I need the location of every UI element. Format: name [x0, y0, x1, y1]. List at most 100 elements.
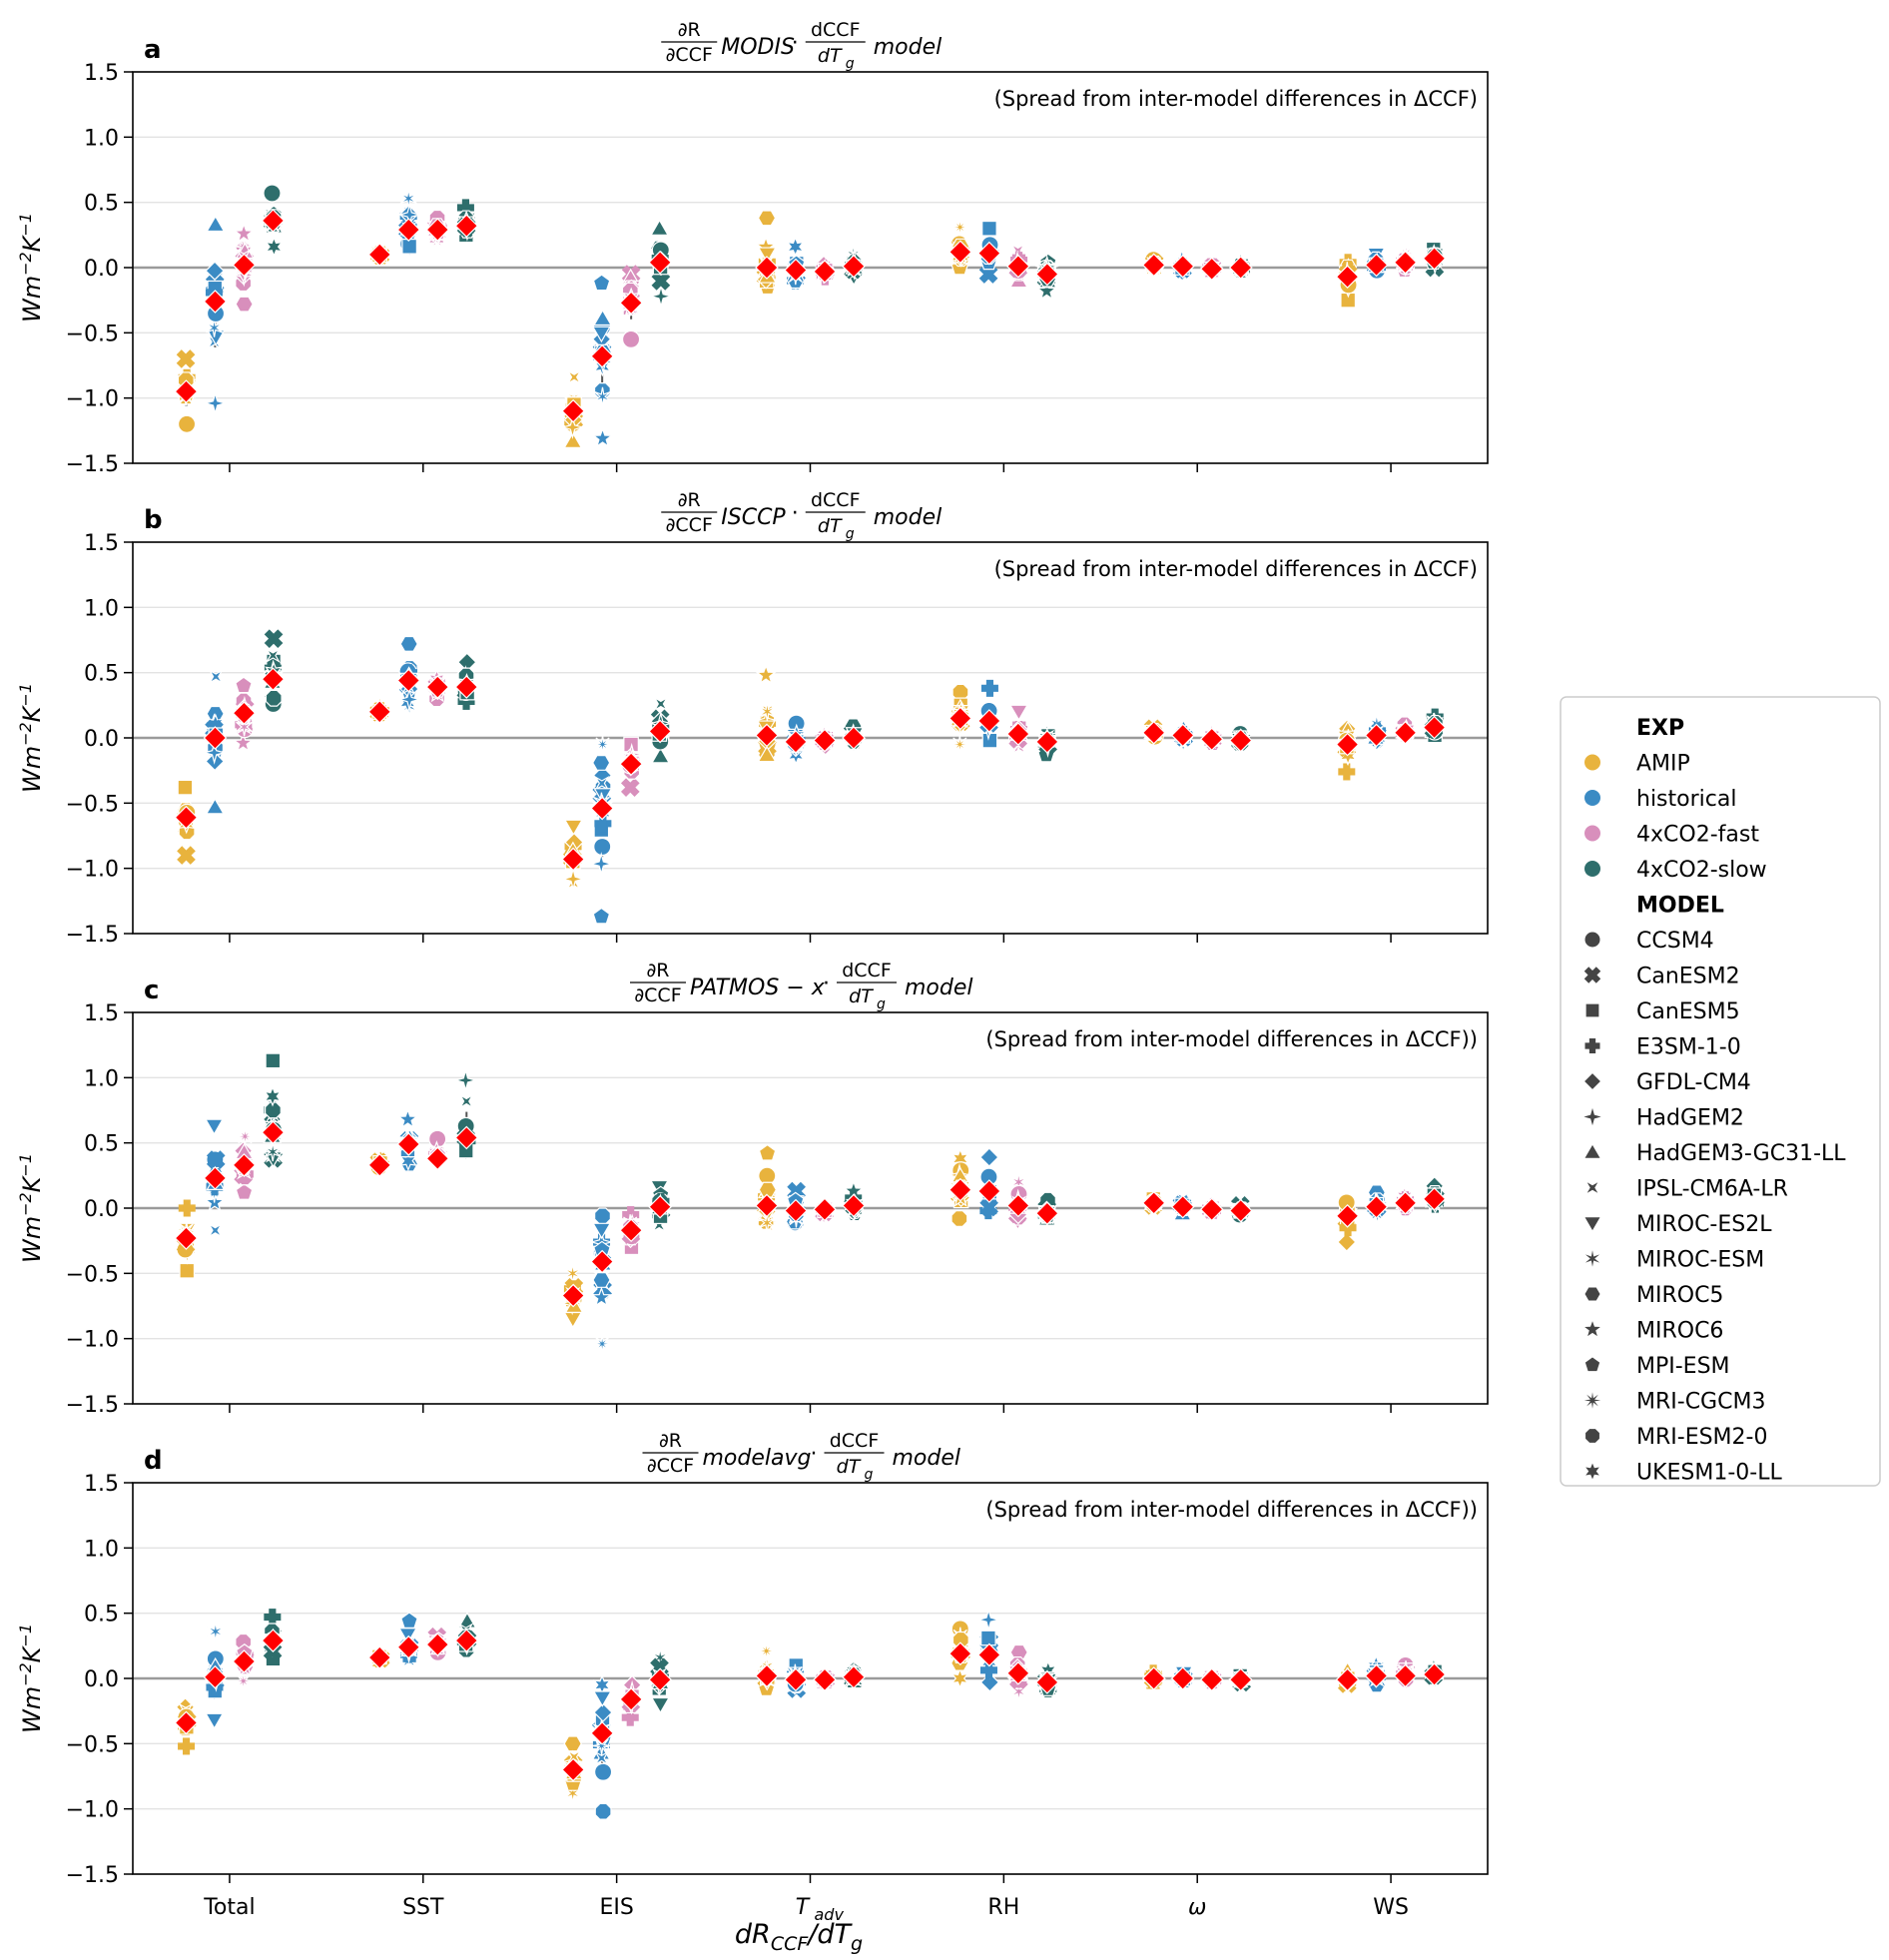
series-AMIP [366, 1149, 392, 1181]
mean-marker [261, 667, 286, 692]
legend-label: CCSM4 [1636, 929, 1714, 954]
mean-marker [454, 675, 479, 699]
series-AMIP [1141, 1190, 1167, 1215]
category-1 [367, 635, 479, 725]
mean-marker [813, 728, 837, 753]
series-AMIP [1140, 719, 1166, 746]
model-point-CanESM5 [265, 1052, 282, 1069]
series-historical [396, 1108, 421, 1172]
mean-marker [1141, 253, 1166, 278]
series-historical [1169, 248, 1195, 282]
series-4xCO2-slow [1035, 722, 1060, 763]
model-point-E3SM-1-0 [178, 1737, 196, 1755]
legend-item-GFDL-CM4: GFDL-CM4 [1584, 1070, 1751, 1095]
model-point-MIROC6 [232, 732, 255, 753]
legend-swatch [1584, 754, 1600, 771]
mean-marker [425, 218, 450, 242]
panel-note: (Spread from inter-model differences in … [994, 557, 1478, 581]
series-4xCO2-slow [648, 219, 674, 309]
legend-item-MIROC-ES2L: MIROC-ES2L [1584, 1212, 1772, 1237]
category-2 [560, 1179, 673, 1354]
x-tick-label: RH [987, 1895, 1019, 1920]
title-model: model [893, 1446, 961, 1471]
legend-item-CanESM5: CanESM5 [1585, 999, 1740, 1024]
legend-item-MIROC6: MIROC6 [1584, 1319, 1723, 1344]
series-AMIP [367, 1645, 392, 1670]
panel-letter: b [144, 505, 163, 535]
model-point-IPSL-CM6A-LR [653, 696, 669, 712]
y-axis-label: Wm−2K−1 [16, 1624, 46, 1733]
model-point-CanESM2 [177, 846, 196, 865]
series-historical [202, 668, 228, 815]
series-historical [590, 274, 616, 448]
series-4xCO2-fast [1004, 243, 1030, 289]
series-4xCO2-fast [813, 1667, 838, 1692]
series-historical [589, 735, 614, 925]
series-4xCO2-slow [1035, 1659, 1060, 1697]
y-tick-label: −1.5 [66, 1863, 119, 1888]
y-tick-label: 0.0 [84, 257, 119, 282]
legend-marker-star4 [1583, 1107, 1601, 1126]
mean-marker [454, 1125, 479, 1150]
series-4xCO2-fast [812, 723, 837, 756]
panel-title: ∂R ∂CCF modelavg · dCCF dT g model [642, 1430, 961, 1483]
mean-marker [1335, 265, 1360, 289]
category-5 [1141, 1190, 1254, 1225]
legend-exp-heading: EXP [1636, 716, 1684, 741]
series-historical [976, 1147, 1001, 1220]
model-point-MPI-ESM [758, 1143, 777, 1161]
y-tick-label: 1.0 [84, 1066, 119, 1091]
series-4xCO2-fast [424, 1129, 450, 1171]
category-2 [560, 219, 674, 448]
mean-marker [396, 1132, 421, 1156]
series-historical [396, 635, 422, 717]
model-point-MRI-CGCM3 [949, 735, 969, 754]
title-numerator: dCCF [830, 1430, 880, 1452]
mean-marker [1364, 253, 1389, 278]
model-point-CCSM4 [263, 184, 282, 203]
y-tick-label: −1.5 [66, 923, 119, 948]
mean-marker [425, 1146, 450, 1171]
model-point-MIROC5 [592, 1271, 611, 1288]
legend-box [1560, 696, 1881, 1487]
y-tick-label: −1.0 [66, 1328, 119, 1353]
axes-frame [132, 1011, 1489, 1405]
series-4xCO2-slow [453, 652, 479, 710]
mean-marker [425, 1633, 450, 1656]
x-stroke [264, 629, 284, 649]
category-4 [948, 1608, 1060, 1701]
legend-item-E3SM-1-0: E3SM-1-0 [1584, 1035, 1741, 1060]
series-4xCO2-slow [842, 1660, 867, 1690]
legend-label: MRI-CGCM3 [1636, 1390, 1765, 1415]
legend-model-heading: MODEL [1636, 894, 1724, 919]
model-point-CanESM2 [176, 349, 196, 368]
model-point-MRI-CGCM3 [592, 1736, 612, 1755]
mean-marker [232, 701, 257, 726]
x-stroke [979, 1197, 998, 1217]
legend-marker-triangle-down [1584, 1217, 1600, 1231]
category-4 [946, 1147, 1060, 1231]
series-4xCO2-fast [1005, 1172, 1030, 1231]
category-5 [1140, 719, 1254, 754]
model-point-HadGEM2 [976, 1608, 1001, 1633]
series-AMIP [367, 694, 392, 725]
mean-marker [203, 290, 228, 314]
model-point-MPI-ESM [592, 274, 611, 292]
model-point-MIROC-ESM [207, 1622, 225, 1641]
mean-marker [590, 796, 614, 821]
legend-marker-x [1583, 967, 1601, 983]
mean-marker [590, 344, 614, 368]
mean-marker [1006, 1193, 1030, 1218]
model-point-CanESM5 [981, 220, 997, 237]
y-axis-label: Wm−2K−1 [16, 213, 46, 323]
y-tick-label: −1.0 [66, 1798, 119, 1823]
series-4xCO2-slow [1422, 708, 1447, 744]
mean-marker [755, 1663, 779, 1688]
title-dot: · [792, 31, 799, 56]
mean-marker [842, 1193, 866, 1218]
legend-item-HadGEM3-GC31-LL: HadGEM3-GC31-LL [1584, 1141, 1846, 1166]
y-tick-label: 1.5 [84, 1472, 119, 1497]
panel-letter: a [144, 35, 162, 65]
mean-marker [1422, 1662, 1447, 1686]
mean-marker [648, 250, 672, 275]
